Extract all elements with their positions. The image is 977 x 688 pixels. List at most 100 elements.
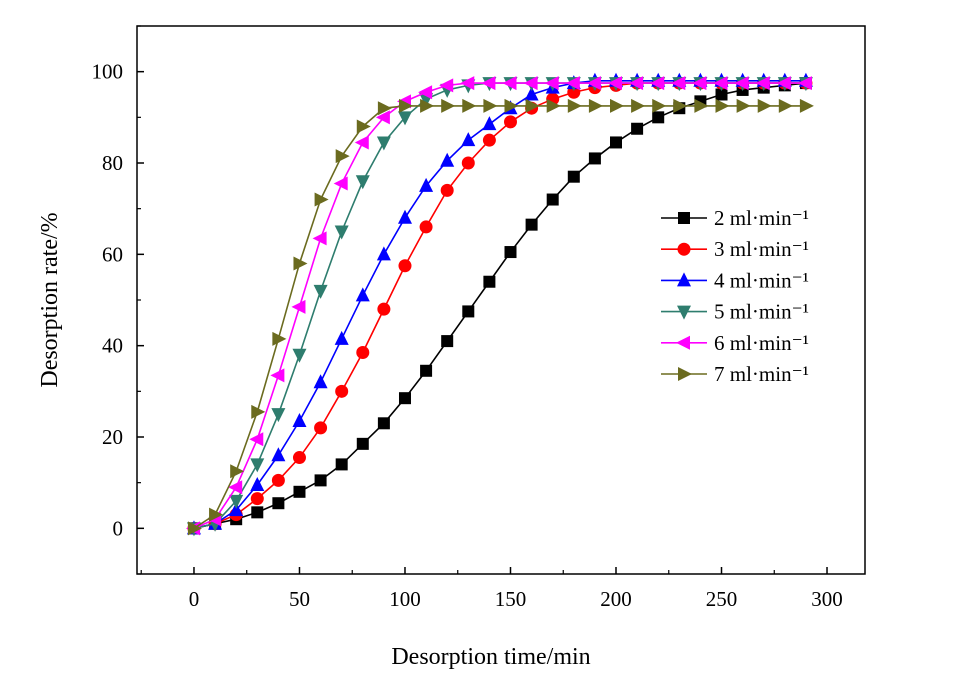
data-point bbox=[419, 220, 433, 234]
series-5 bbox=[185, 76, 812, 536]
legend-marker bbox=[678, 212, 690, 224]
data-point bbox=[713, 76, 728, 91]
legend-item: 6 ml·min⁻¹ bbox=[661, 331, 809, 355]
data-point bbox=[334, 330, 349, 345]
data-point bbox=[250, 476, 265, 491]
data-point bbox=[481, 76, 496, 91]
data-point bbox=[524, 86, 539, 101]
data-point bbox=[335, 384, 349, 398]
data-point bbox=[504, 98, 519, 113]
legend-marker bbox=[677, 272, 691, 287]
data-point bbox=[292, 413, 307, 428]
data-point bbox=[588, 152, 601, 165]
data-point bbox=[523, 76, 538, 91]
data-point bbox=[229, 502, 244, 517]
x-tick-label: 0 bbox=[189, 587, 200, 611]
y-tick-label: 80 bbox=[102, 151, 123, 175]
data-point bbox=[250, 492, 264, 506]
legend-item: 7 ml·min⁻¹ bbox=[661, 362, 809, 386]
data-point bbox=[650, 76, 665, 91]
data-point bbox=[230, 464, 245, 479]
data-point bbox=[610, 136, 623, 149]
x-tick-label: 300 bbox=[811, 587, 843, 611]
data-point bbox=[334, 225, 349, 240]
data-point bbox=[251, 506, 264, 519]
x-tick-label: 250 bbox=[706, 587, 738, 611]
legend-item: 3 ml·min⁻¹ bbox=[661, 237, 809, 261]
data-point bbox=[546, 193, 559, 206]
data-point bbox=[398, 392, 411, 405]
data-point bbox=[588, 98, 603, 113]
data-point bbox=[502, 76, 517, 91]
data-point bbox=[292, 451, 306, 465]
y-tick-label: 100 bbox=[92, 60, 124, 84]
legend-label: 2 ml·min⁻¹ bbox=[714, 206, 809, 230]
data-point bbox=[441, 98, 456, 113]
data-point bbox=[420, 364, 433, 377]
data-point bbox=[544, 76, 559, 91]
data-point bbox=[671, 76, 686, 91]
data-point bbox=[209, 507, 224, 522]
x-tick-label: 200 bbox=[600, 587, 632, 611]
data-point bbox=[187, 521, 202, 536]
y-tick-label: 0 bbox=[113, 516, 124, 540]
data-point bbox=[292, 348, 307, 363]
data-point bbox=[629, 76, 644, 91]
data-point bbox=[461, 156, 475, 170]
data-point bbox=[755, 76, 770, 91]
data-point bbox=[272, 497, 285, 510]
data-point bbox=[418, 85, 433, 100]
data-point bbox=[586, 76, 601, 91]
data-point bbox=[251, 404, 266, 419]
data-point bbox=[312, 231, 327, 246]
data-point bbox=[567, 170, 580, 183]
data-point bbox=[250, 458, 265, 473]
data-point bbox=[610, 98, 625, 113]
data-point bbox=[776, 76, 791, 91]
legend-item: 4 ml·min⁻¹ bbox=[661, 268, 809, 292]
data-point bbox=[377, 302, 391, 316]
y-axis-title: Desorption rate/% bbox=[37, 212, 63, 387]
series-layer bbox=[185, 72, 814, 537]
legend-label: 7 ml·min⁻¹ bbox=[714, 362, 809, 386]
data-point bbox=[376, 246, 391, 261]
legend-item: 5 ml·min⁻¹ bbox=[661, 300, 809, 324]
data-point bbox=[778, 98, 793, 113]
legend-marker bbox=[676, 335, 690, 350]
data-point bbox=[673, 98, 688, 113]
data-point bbox=[567, 98, 582, 113]
axis-ticks: 0 50 100 150 200 250 300 0 20 40 60 80 100 bbox=[92, 25, 843, 611]
data-point bbox=[293, 256, 308, 271]
data-point bbox=[229, 494, 244, 509]
data-point bbox=[335, 458, 348, 471]
data-point bbox=[291, 299, 306, 314]
data-point bbox=[356, 119, 371, 134]
data-point bbox=[228, 480, 243, 495]
x-tick-label: 150 bbox=[495, 587, 527, 611]
data-point bbox=[799, 98, 814, 113]
data-point bbox=[377, 101, 392, 116]
legend-label: 6 ml·min⁻¹ bbox=[714, 331, 809, 355]
data-point bbox=[419, 177, 434, 192]
data-point bbox=[483, 275, 496, 288]
data-point bbox=[440, 152, 455, 167]
series-6 bbox=[187, 98, 814, 536]
data-point bbox=[271, 408, 286, 423]
data-point bbox=[482, 133, 496, 147]
data-point bbox=[460, 76, 475, 91]
x-axis-title: Desorption time/min bbox=[391, 644, 590, 670]
data-point bbox=[293, 485, 306, 498]
data-point bbox=[355, 175, 370, 190]
data-point bbox=[354, 135, 369, 150]
data-point bbox=[525, 218, 538, 231]
data-point bbox=[525, 98, 540, 113]
data-point bbox=[356, 437, 369, 450]
data-point bbox=[397, 111, 412, 126]
data-point bbox=[462, 98, 477, 113]
data-point bbox=[271, 447, 286, 462]
data-point bbox=[440, 183, 454, 197]
data-point bbox=[249, 432, 264, 447]
data-point bbox=[398, 98, 413, 113]
legend-label: 5 ml·min⁻¹ bbox=[714, 300, 809, 324]
data-point bbox=[375, 110, 390, 125]
